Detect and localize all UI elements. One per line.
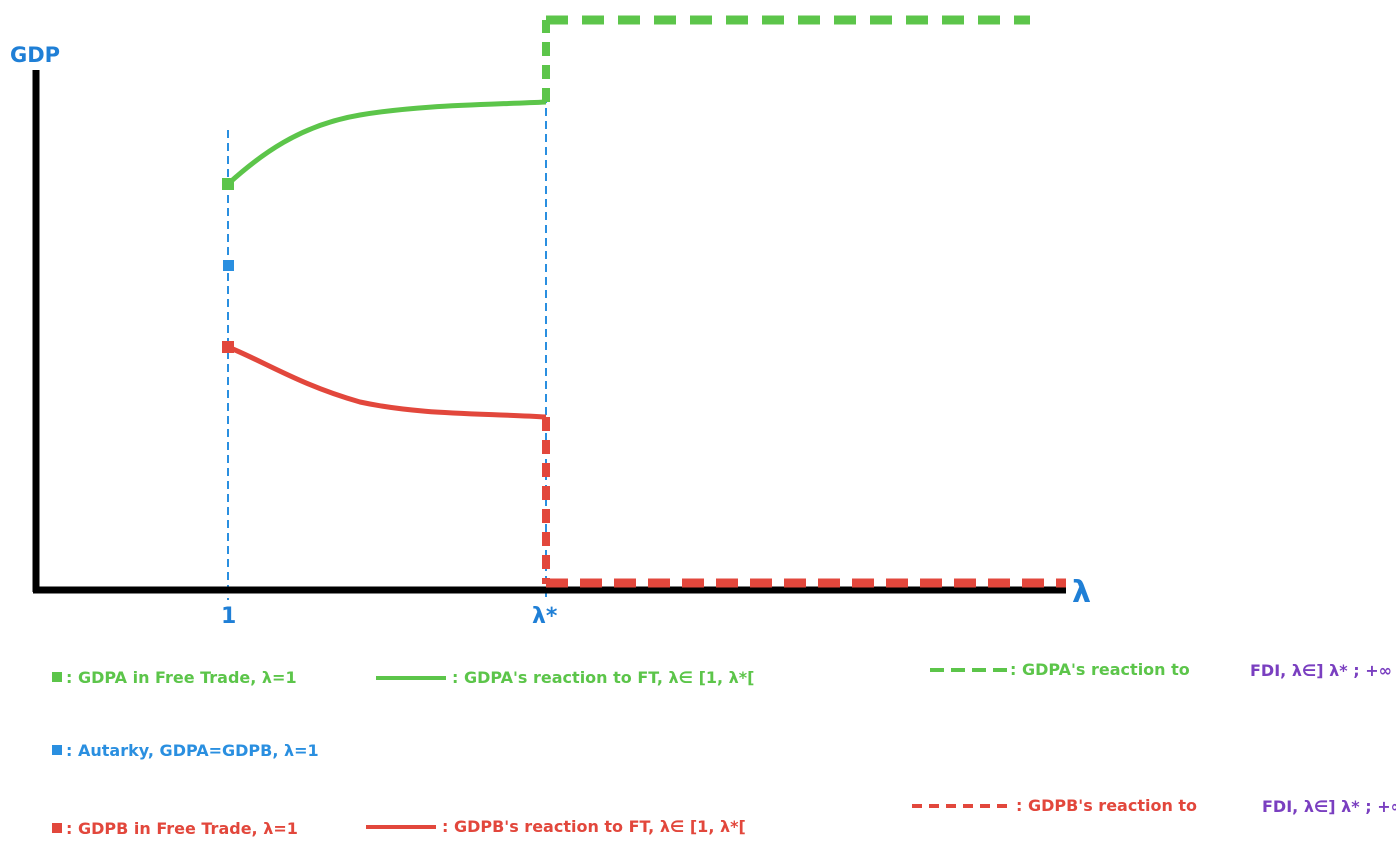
legend-green-dashed-text-a: : GDPA's reaction to [1010,660,1190,679]
gdp-a-ft-reaction-curve [226,99,547,186]
legend-blue-square-icon [52,745,62,755]
legend-green-solid-text: : GDPA's reaction to FT, λ∈ [1, λ*[ [452,668,754,687]
legend-red-dashed-text-a: : GDPB's reaction to [1016,796,1197,815]
x-tick-1: 1 [221,604,236,629]
legend-red-solid-text: : GDPB's reaction to FT, λ∈ [1, λ*[ [442,817,746,836]
legend-red-square-text: : GDPB in Free Trade, λ=1 [66,819,298,838]
x-axis-label: λ [1072,575,1091,610]
legend-green-square-icon [52,672,62,682]
legend-red-square-icon [52,823,62,833]
legend-red-dashed-text-b: FDI, λ∈] λ* ; +∞ [1262,797,1396,816]
y-axis-label: GDP [10,43,60,67]
x-tick-lambda-star: λ* [532,604,558,629]
legend-green-dashed-text-b: FDI, λ∈] λ* ; +∞ [1250,661,1392,680]
legend-green-square-text: : GDPA in Free Trade, λ=1 [66,668,297,687]
gdp-b-ft-reaction-curve [227,344,547,420]
autarky-marker [223,260,234,271]
legend-blue-square-text: : Autarky, GDPA=GDPB, λ=1 [66,741,319,760]
